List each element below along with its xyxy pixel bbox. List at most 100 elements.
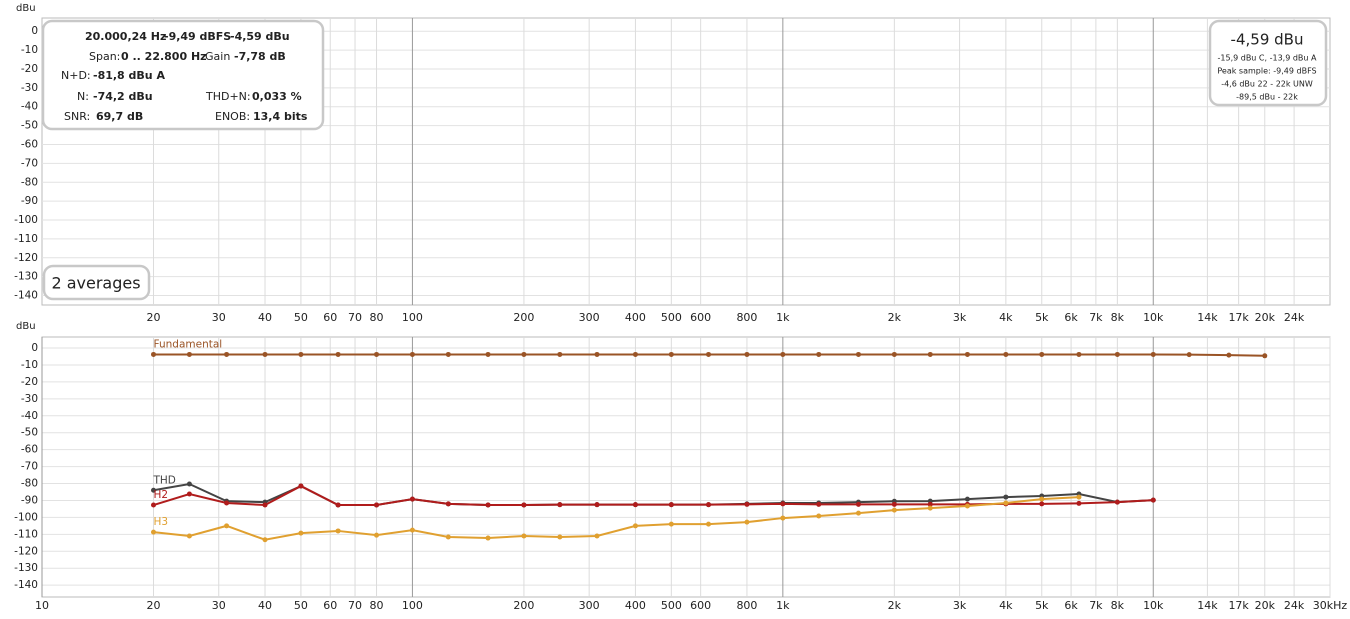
data-point bbox=[521, 351, 527, 357]
data-point bbox=[964, 351, 970, 357]
data-point bbox=[668, 351, 674, 357]
y-tick-label: -70 bbox=[21, 157, 38, 169]
x-tick-label: 500 bbox=[661, 311, 682, 324]
x-tick-label: 10k bbox=[1143, 311, 1164, 324]
data-point bbox=[1186, 352, 1192, 358]
data-point bbox=[816, 513, 822, 519]
data-point bbox=[224, 351, 230, 357]
x-tick-label: 100 bbox=[402, 599, 423, 612]
data-point bbox=[151, 351, 157, 357]
data-point bbox=[298, 530, 304, 536]
data-point bbox=[1226, 352, 1232, 358]
x-tick-label: 4k bbox=[999, 599, 1013, 612]
data-point bbox=[557, 534, 563, 540]
y-tick-label: -20 bbox=[21, 376, 38, 388]
data-point bbox=[262, 537, 268, 543]
y-tick-label: -20 bbox=[21, 63, 38, 75]
data-point bbox=[855, 510, 861, 516]
x-tick-label: 200 bbox=[513, 599, 534, 612]
y-tick-label: 0 bbox=[31, 25, 38, 37]
series-label: THD bbox=[153, 474, 176, 486]
readout-label: N: bbox=[77, 90, 89, 103]
y-tick-label: -100 bbox=[14, 214, 38, 226]
data-point bbox=[224, 500, 230, 506]
data-point bbox=[186, 351, 192, 357]
x-tick-label: 500 bbox=[661, 599, 682, 612]
readout-label: ENOB: bbox=[215, 110, 250, 123]
data-point bbox=[335, 502, 341, 508]
level-line: Peak sample: -9,49 dBFS bbox=[1217, 67, 1316, 76]
averages-label: 2 averages bbox=[51, 274, 140, 293]
readout-value: -81,8 dBu A bbox=[93, 69, 165, 82]
charts: dBu0-10-20-30-40-50-60-70-80-90-100-110-… bbox=[14, 3, 1347, 612]
data-point bbox=[927, 505, 933, 511]
x-tick-label: 70 bbox=[348, 599, 362, 612]
readout-dbfs: -9,49 dBFS bbox=[164, 30, 231, 43]
data-point bbox=[780, 351, 786, 357]
data-point bbox=[224, 523, 230, 529]
data-point bbox=[374, 532, 380, 538]
y-tick-label: -40 bbox=[21, 101, 38, 113]
data-point bbox=[485, 351, 491, 357]
data-point bbox=[1003, 500, 1009, 506]
x-tick-label: 6k bbox=[1064, 599, 1078, 612]
data-point bbox=[632, 502, 638, 508]
averages-box: 2 averages bbox=[42, 264, 151, 301]
data-point bbox=[1076, 494, 1082, 500]
data-point bbox=[668, 502, 674, 508]
y-tick-label: -40 bbox=[21, 410, 38, 422]
data-point bbox=[298, 351, 304, 357]
x-tick-label: 20 bbox=[147, 311, 161, 324]
data-point bbox=[1039, 501, 1045, 507]
y-tick-label: -110 bbox=[14, 233, 38, 245]
level-line: -15,9 dBu C, -13,9 dBu A bbox=[1218, 54, 1318, 63]
readout-value: -74,2 dBu bbox=[93, 90, 153, 103]
x-tick-label: 300 bbox=[579, 311, 600, 324]
y-axis-label: dBu bbox=[16, 321, 36, 332]
y-tick-label: -80 bbox=[21, 478, 38, 490]
x-tick-label: 10k bbox=[1143, 599, 1164, 612]
data-point bbox=[557, 351, 563, 357]
data-point bbox=[816, 501, 822, 507]
data-point bbox=[632, 523, 638, 529]
series-label: Fundamental bbox=[154, 338, 223, 350]
y-tick-label: -100 bbox=[14, 511, 38, 523]
y-tick-label: -130 bbox=[14, 271, 38, 283]
y-axis-label: dBu bbox=[16, 3, 36, 14]
y-tick-label: -140 bbox=[14, 579, 38, 591]
y-tick-label: -90 bbox=[21, 494, 38, 506]
y-tick-label: -70 bbox=[21, 461, 38, 473]
readout-frame bbox=[41, 19, 325, 131]
series-label: H2 bbox=[154, 489, 169, 501]
x-tick-label: 24k bbox=[1284, 311, 1305, 324]
y-tick-label: -90 bbox=[21, 195, 38, 207]
x-tick-label: 800 bbox=[736, 311, 757, 324]
level-line: -4,6 dBu 22 - 22k UNW bbox=[1221, 80, 1313, 89]
data-point bbox=[445, 351, 451, 357]
readout-value: 69,7 dB bbox=[96, 110, 143, 123]
x-tick-label: 400 bbox=[625, 599, 646, 612]
data-point bbox=[409, 527, 415, 533]
data-point bbox=[335, 528, 341, 534]
x-tick-label: 400 bbox=[625, 311, 646, 324]
data-point bbox=[855, 351, 861, 357]
data-point bbox=[816, 351, 822, 357]
x-tick-label: 80 bbox=[370, 311, 384, 324]
data-point bbox=[891, 501, 897, 507]
readout-value: -7,78 dB bbox=[234, 50, 286, 63]
data-point bbox=[744, 351, 750, 357]
series-label: H3 bbox=[154, 516, 169, 528]
x-tick-label: 7k bbox=[1089, 311, 1103, 324]
data-point bbox=[891, 507, 897, 513]
data-point bbox=[151, 487, 157, 493]
x-tick-label: 600 bbox=[690, 599, 711, 612]
data-point bbox=[594, 351, 600, 357]
data-point bbox=[186, 491, 192, 497]
readout-label: SNR: bbox=[64, 110, 90, 123]
data-point bbox=[445, 534, 451, 540]
x-tick-label: 20 bbox=[147, 599, 161, 612]
data-point bbox=[521, 502, 527, 508]
data-point bbox=[186, 481, 192, 487]
readout-value: 13,4 bits bbox=[253, 110, 308, 123]
